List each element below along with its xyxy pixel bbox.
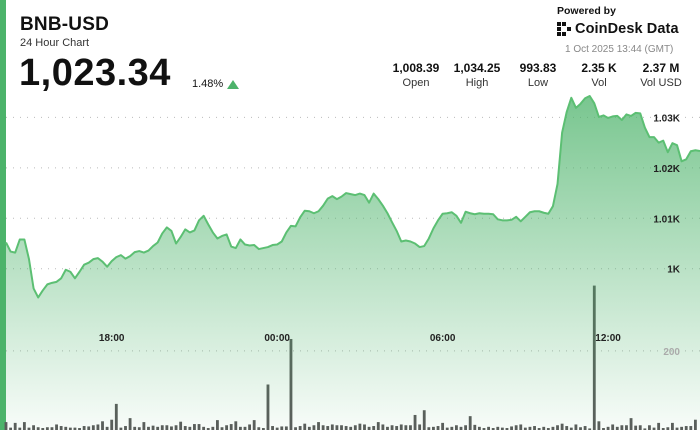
price-change: 1.48% bbox=[192, 78, 224, 90]
brand-name: CoinDesk Data bbox=[575, 21, 679, 37]
stat-vol-label: Vol bbox=[591, 77, 607, 89]
x-tick-label: 00:00 bbox=[264, 333, 290, 344]
stat-low-value: 993.83 bbox=[519, 61, 557, 75]
volume-tick-label: 200 bbox=[663, 347, 680, 358]
powered-by-label: Powered by bbox=[557, 5, 616, 17]
x-tick-label: 12:00 bbox=[595, 333, 621, 344]
ticker-symbol: BNB-USD bbox=[20, 14, 110, 35]
brand-logo[interactable]: CoinDesk Data bbox=[556, 21, 679, 37]
chart-subtitle: 24 Hour Chart bbox=[20, 37, 90, 49]
stat-high-label: High bbox=[465, 77, 489, 89]
x-tick-label: 18:00 bbox=[99, 333, 125, 344]
y-tick-label: 1.01K bbox=[653, 214, 680, 225]
stat-open: 1,008.39 Open bbox=[391, 61, 441, 89]
stat-low-label: Low bbox=[527, 77, 549, 89]
current-price: 1,023.34 bbox=[19, 52, 171, 94]
price-area bbox=[6, 96, 700, 430]
timestamp: 1 Oct 2025 13:44 (GMT) bbox=[565, 44, 674, 55]
stat-high-value: 1,034.25 bbox=[453, 61, 501, 75]
y-tick-label: 1.02K bbox=[653, 164, 680, 175]
triangle-up-icon bbox=[227, 80, 239, 89]
stat-vol-usd-label: Vol USD bbox=[640, 77, 682, 89]
stat-low: 993.83 Low bbox=[516, 61, 560, 89]
stat-vol: 2.35 K Vol bbox=[578, 61, 620, 89]
stat-open-value: 1,008.39 bbox=[392, 61, 440, 75]
stat-vol-usd: 2.37 M Vol USD bbox=[634, 61, 688, 89]
accent-bar bbox=[0, 0, 6, 430]
y-tick-label: 1K bbox=[667, 265, 681, 276]
x-tick-label: 06:00 bbox=[430, 333, 456, 344]
stat-open-label: Open bbox=[402, 77, 430, 89]
y-tick-label: 1.03K bbox=[653, 113, 680, 124]
stat-high: 1,034.25 High bbox=[451, 61, 503, 89]
price-line bbox=[5, 95, 700, 299]
stat-vol-value: 2.35 K bbox=[581, 61, 617, 75]
stat-vol-usd-value: 2.37 M bbox=[642, 61, 680, 75]
coindesk-logo-icon bbox=[557, 22, 571, 36]
